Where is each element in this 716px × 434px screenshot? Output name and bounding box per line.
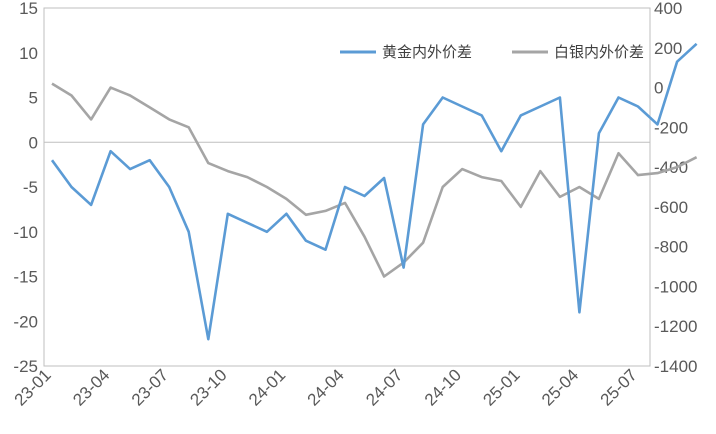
x-tick-label: 25-04 <box>538 365 582 409</box>
x-tick-label: 24-01 <box>245 365 289 409</box>
right-tick-label: 200 <box>654 39 682 58</box>
right-tick-label: 0 <box>654 79 663 98</box>
right-tick-label: -200 <box>654 118 688 137</box>
left-tick-label: -5 <box>23 178 38 197</box>
plot-area <box>43 7 651 367</box>
legend-label: 白银内外价差 <box>554 44 644 61</box>
right-tick-label: -800 <box>654 238 688 257</box>
x-tick-label: 23-07 <box>128 365 172 409</box>
right-tick-label: -1400 <box>654 357 697 376</box>
left-tick-label: 5 <box>29 89 38 108</box>
left-tick-label: -10 <box>13 223 38 242</box>
right-tick-label: 400 <box>654 0 682 18</box>
left-tick-label: -15 <box>13 268 38 287</box>
left-tick-label: -25 <box>13 357 38 376</box>
x-tick-label: 24-07 <box>362 365 406 409</box>
x-tick-label: 23-04 <box>69 365 113 409</box>
left-tick-label: 0 <box>29 133 38 152</box>
right-tick-label: -1200 <box>654 317 697 336</box>
legend-label: 黄金内外价差 <box>382 44 472 61</box>
x-axis-ticks: 23-01 23-04 23-07 23-10 24-01 24-04 24-07 24-10… <box>11 365 641 409</box>
silver-spread-line <box>51 82 698 278</box>
series-lines <box>50 42 698 341</box>
x-tick-label: 25-01 <box>479 365 523 409</box>
x-tick-label: 25-07 <box>597 365 641 409</box>
x-tick-label: 23-10 <box>186 365 230 409</box>
plot-border <box>43 7 651 367</box>
left-tick-label: -20 <box>13 312 38 331</box>
right-tick-label: -1000 <box>654 277 697 296</box>
x-tick-label: 24-04 <box>304 365 348 409</box>
x-tick-label: 24-10 <box>421 365 465 409</box>
legend: 黄金内外价差 白银内外价差 <box>340 44 644 61</box>
left-axis-ticks: 15 10 5 0 -5 -10 -15 -20 -25 <box>13 0 38 376</box>
left-tick-label: 15 <box>19 0 38 18</box>
right-tick-label: -600 <box>654 198 688 217</box>
gold-spread-line <box>50 42 698 341</box>
left-tick-label: 10 <box>19 44 38 63</box>
